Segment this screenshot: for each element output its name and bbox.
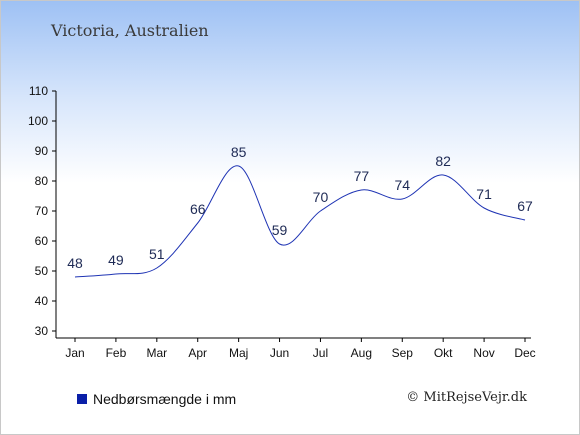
legend-swatch — [77, 394, 87, 404]
legend-label: Nedbørsmængde i mm — [93, 391, 237, 407]
legend: Nedbørsmængde i mm — [77, 391, 236, 407]
x-tick-label: Sep — [392, 346, 414, 360]
x-tick-label: Jul — [313, 346, 328, 360]
y-tick-label: 50 — [35, 264, 49, 278]
x-tick-label: Jan — [65, 346, 84, 360]
data-label: 66 — [190, 201, 206, 217]
x-tick-label: Dec — [514, 346, 535, 360]
data-label: 77 — [354, 168, 370, 184]
x-tick-label: Maj — [229, 346, 248, 360]
y-tick-label: 70 — [35, 204, 49, 218]
credit-text: © MitRejseVejr.dk — [406, 390, 527, 405]
x-tick-label: Apr — [188, 346, 207, 360]
x-tick-label: Okt — [434, 346, 453, 360]
x-tick-label: Feb — [106, 346, 127, 360]
y-tick-label: 80 — [35, 174, 49, 188]
data-label: 85 — [231, 144, 247, 160]
y-tick-label: 90 — [35, 144, 49, 158]
x-tick-label: Jun — [270, 346, 289, 360]
data-label: 82 — [435, 153, 451, 169]
y-tick-label: 100 — [28, 114, 48, 128]
data-label: 70 — [313, 189, 329, 205]
data-label: 71 — [476, 186, 492, 202]
y-tick-label: 40 — [35, 294, 49, 308]
y-tick-label: 110 — [29, 84, 48, 98]
x-tick-label: Mar — [146, 346, 167, 360]
x-tick-label: Nov — [473, 346, 494, 360]
series-line — [74, 165, 526, 278]
data-label: 59 — [272, 222, 288, 238]
x-axis: Jan Feb Mar Apr Maj Jun Jul Aug Sep Okt Nov Dec — [56, 337, 536, 360]
data-labels: 48 49 51 66 85 59 70 77 74 82 71 67 — [67, 144, 533, 271]
y-axis: 30 40 50 60 70 80 90 100 110 — [28, 84, 57, 338]
y-tick-label: 60 — [35, 234, 49, 248]
data-label: 48 — [67, 255, 83, 271]
data-label: 49 — [108, 252, 124, 268]
data-label: 74 — [394, 177, 410, 193]
x-tick-label: Aug — [351, 346, 372, 360]
data-label: 67 — [517, 198, 533, 214]
y-tick-label: 30 — [35, 324, 49, 338]
data-label: 51 — [149, 246, 165, 262]
chart-title: Victoria, Australien — [51, 21, 209, 40]
